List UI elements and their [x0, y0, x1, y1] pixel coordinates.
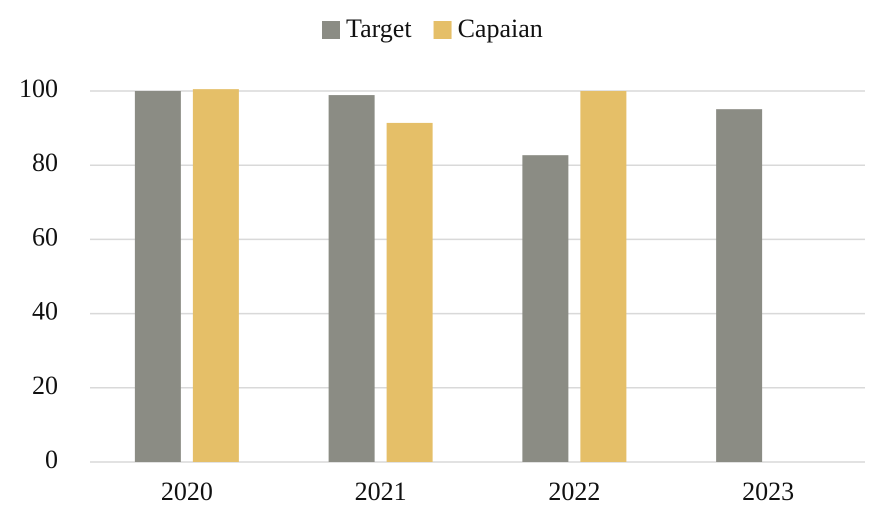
- y-tick-label: 60: [32, 222, 58, 251]
- x-tick-label: 2020: [161, 477, 213, 506]
- y-tick-label: 0: [45, 445, 58, 474]
- y-tick-label: 100: [19, 74, 58, 103]
- legend-swatch: [322, 21, 340, 39]
- bar: [134, 91, 181, 462]
- x-tick-label: 2023: [742, 477, 794, 506]
- bar: [328, 95, 375, 463]
- legend-label: Capaian: [458, 14, 543, 43]
- y-tick-label: 80: [32, 148, 58, 177]
- x-tick-label: 2022: [548, 477, 600, 506]
- bar: [522, 155, 569, 463]
- bar: [192, 89, 239, 463]
- y-tick-label: 20: [32, 371, 58, 400]
- x-tick-label: 2021: [355, 477, 407, 506]
- bar: [386, 122, 433, 462]
- bar: [580, 91, 627, 462]
- bar: [716, 109, 763, 462]
- legend-label: Target: [346, 14, 412, 43]
- y-tick-label: 40: [32, 297, 58, 326]
- legend-swatch: [433, 21, 452, 39]
